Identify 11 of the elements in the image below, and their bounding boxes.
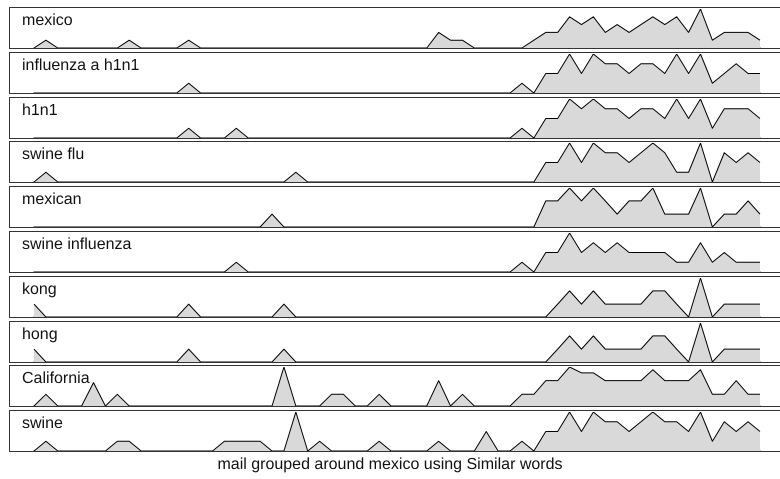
series-label: swine influenza [22, 236, 132, 253]
series-label: swine flu [22, 146, 84, 164]
series-label: mexico [22, 12, 73, 29]
series-label: California [22, 370, 90, 388]
series-label: mexican [22, 191, 82, 208]
series-label: influenza a h1n1 [22, 56, 140, 74]
series-label: hong [22, 326, 58, 343]
series-label: swine [22, 415, 64, 432]
series-label: h1n1 [22, 102, 58, 119]
series-label: kong [22, 280, 57, 298]
text: mail grouped around mexico using Similar words [216, 456, 564, 474]
